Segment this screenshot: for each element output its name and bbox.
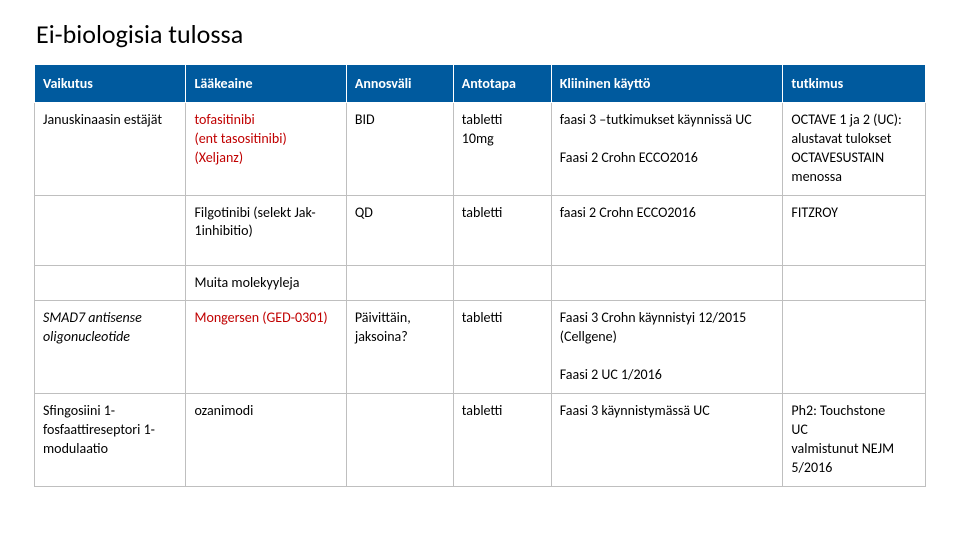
cell-antotapa — [453, 265, 551, 301]
cell-vaikutus: Sfingosiini 1-fosfaattireseptori 1-modul… — [35, 394, 186, 487]
cell-antotapa: tabletti — [453, 301, 551, 394]
cell-annosvali — [346, 265, 453, 301]
table-row: Filgotinibi (selekt Jak-1inhibitio) QD t… — [35, 195, 926, 265]
th-annosvali: Annosväli — [346, 65, 453, 103]
th-laakeaine: Lääkeaine — [186, 65, 346, 103]
cell-kliininen: faasi 2 Crohn ECCO2016 — [551, 195, 783, 265]
cell-antotapa: tabletti — [453, 195, 551, 265]
cell-vaikutus: SMAD7 antisense oligonucleotide — [35, 301, 186, 394]
cell-kliininen: faasi 3 –tutkimukset käynnissä UCFaasi 2… — [551, 103, 783, 196]
th-vaikutus: Vaikutus — [35, 65, 186, 103]
cell-annosvali: BID — [346, 103, 453, 196]
table-row: Sfingosiini 1-fosfaattireseptori 1-modul… — [35, 394, 926, 487]
cell-laakeaine: ozanimodi — [186, 394, 346, 487]
cell-kliininen — [551, 265, 783, 301]
cell-kliininen: Faasi 3 käynnistymässä UC — [551, 394, 783, 487]
table-row: Januskinaasin estäjät tofasitinibi(ent t… — [35, 103, 926, 196]
cell-annosvali: QD — [346, 195, 453, 265]
th-kliininen: Kliininen käyttö — [551, 65, 783, 103]
cell-kliininen: Faasi 3 Crohn käynnistyi 12/2015(Cellgen… — [551, 301, 783, 394]
th-tutkimus: tutkimus — [783, 65, 926, 103]
table-row: Muita molekyyleja — [35, 265, 926, 301]
cell-annosvali — [346, 394, 453, 487]
cell-vaikutus — [35, 195, 186, 265]
slide: Ei-biologisia tulossa Vaikutus Lääkeaine… — [0, 0, 960, 540]
drug-table: Vaikutus Lääkeaine Annosväli Antotapa Kl… — [34, 64, 926, 487]
th-antotapa: Antotapa — [453, 65, 551, 103]
cell-antotapa: tabletti — [453, 394, 551, 487]
cell-tutkimus: OCTAVE 1 ja 2 (UC):alustavat tuloksetOCT… — [783, 103, 926, 196]
cell-laakeaine: tofasitinibi(ent tasositinibi)(Xeljanz) — [186, 103, 346, 196]
slide-title: Ei-biologisia tulossa — [36, 18, 926, 50]
cell-vaikutus — [35, 265, 186, 301]
cell-tutkimus: Ph2: TouchstoneUCvalmistunut NEJM 5/2016 — [783, 394, 926, 487]
cell-antotapa: tabletti10mg — [453, 103, 551, 196]
cell-vaikutus: Januskinaasin estäjät — [35, 103, 186, 196]
cell-laakeaine: Muita molekyyleja — [186, 265, 346, 301]
cell-tutkimus — [783, 265, 926, 301]
cell-tutkimus: FITZROY — [783, 195, 926, 265]
table-header: Vaikutus Lääkeaine Annosväli Antotapa Kl… — [35, 65, 926, 103]
cell-annosvali: Päivittäin, jaksoina? — [346, 301, 453, 394]
cell-laakeaine: Mongersen (GED-0301) — [186, 301, 346, 394]
cell-laakeaine: Filgotinibi (selekt Jak-1inhibitio) — [186, 195, 346, 265]
table-body: Januskinaasin estäjät tofasitinibi(ent t… — [35, 103, 926, 487]
cell-tutkimus — [783, 301, 926, 394]
table-row: SMAD7 antisense oligonucleotide Mongerse… — [35, 301, 926, 394]
